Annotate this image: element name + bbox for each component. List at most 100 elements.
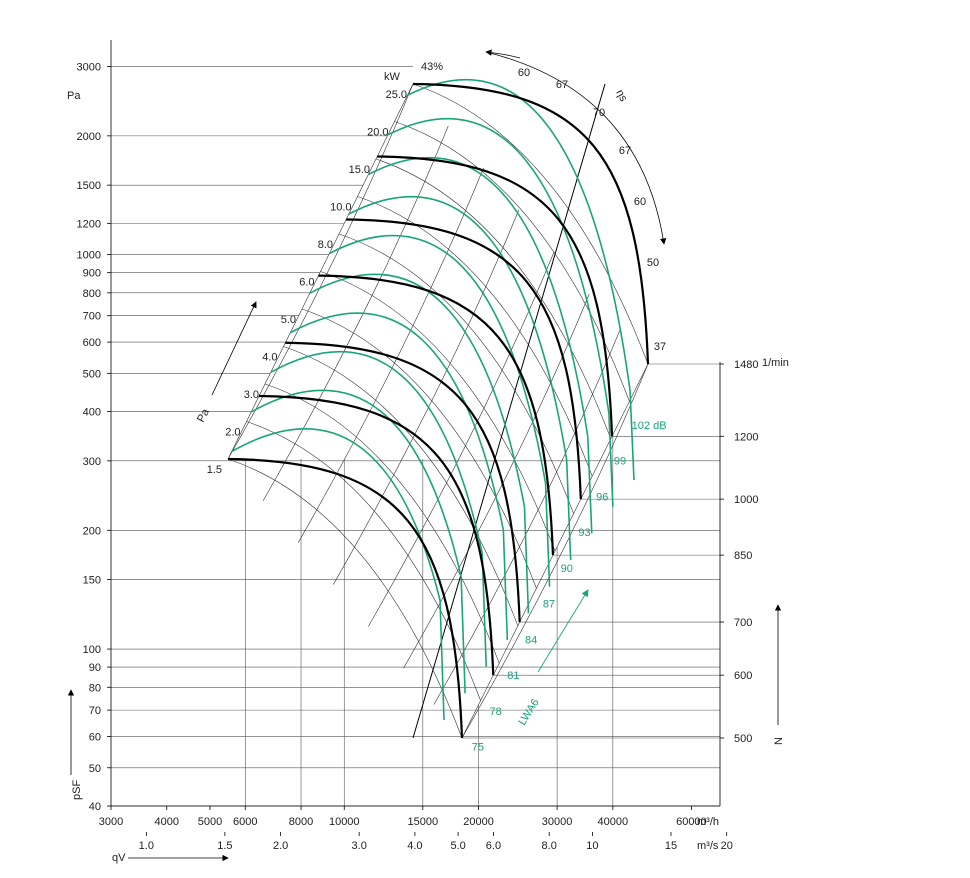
x-tick-label-m3s: 1.5 xyxy=(217,840,232,852)
y-tick-label: 500 xyxy=(83,368,101,380)
sound-label: 96 xyxy=(596,491,608,503)
efficiency-label: 67 xyxy=(556,79,568,91)
power-label: 2.0 xyxy=(225,427,240,439)
power-label: 15.0 xyxy=(349,164,370,176)
sound-label: 102 dB xyxy=(632,420,667,432)
power-label: 8.0 xyxy=(318,239,333,251)
x-tick-label-m3h: 6000 xyxy=(233,816,257,828)
x-tick-label-m3h: 10000 xyxy=(329,816,360,828)
power-label: 25.0 xyxy=(386,89,407,101)
y-tick-label: 60 xyxy=(89,732,101,744)
x-unit-top-label: m³/h xyxy=(697,816,719,828)
sound-curve xyxy=(387,118,610,414)
efficiency-symbol: ηs xyxy=(613,88,629,104)
efficiency-label: 67 xyxy=(619,145,631,157)
x-tick-label-m3s: 4.0 xyxy=(407,840,422,852)
x-tick-label-m3h: 3000 xyxy=(99,816,123,828)
efficiency-line xyxy=(297,167,484,543)
sound-curve-drop xyxy=(460,576,466,694)
sound-curve xyxy=(250,389,462,577)
x-symbol-label: qV xyxy=(112,852,126,864)
x-tick-label-m3h: 30000 xyxy=(542,816,573,828)
power-label: 6.0 xyxy=(299,277,314,289)
efficiency-line xyxy=(262,125,449,501)
power-label: 5.0 xyxy=(281,314,296,326)
sound-label: 84 xyxy=(525,634,537,646)
speed-unit-label: 1/min xyxy=(762,357,789,369)
x-tick-label-m3h: 4000 xyxy=(154,816,178,828)
sound-curve-drop xyxy=(523,506,530,614)
power-line xyxy=(412,83,649,365)
y-tick-label: 2000 xyxy=(77,131,101,143)
x-tick-label-m3h: 20000 xyxy=(463,816,494,828)
power-symbol-text: Pa xyxy=(195,406,212,424)
sound-label: 75 xyxy=(472,742,484,754)
speed-tick-label: 600 xyxy=(734,670,752,682)
sound-curve-drop xyxy=(502,529,509,641)
y-tick-label: 1000 xyxy=(77,250,101,262)
sound-curve xyxy=(368,156,589,437)
x-unit-bottom-label: m³/s xyxy=(697,840,719,852)
power-line xyxy=(338,233,574,514)
y-tick-label: 150 xyxy=(83,575,101,587)
efficiency-label: 70 xyxy=(593,107,605,119)
sound-label: 81 xyxy=(507,670,519,682)
speed-curve xyxy=(346,218,582,500)
sound-curve xyxy=(348,196,568,461)
y-tick-label: 800 xyxy=(83,288,101,300)
x-tick-label-m3h: 8000 xyxy=(289,816,313,828)
power-line xyxy=(394,121,630,402)
x-tick-label-m3h: 5000 xyxy=(198,816,222,828)
speed-curve xyxy=(227,457,464,739)
efficiency-and-power-lines xyxy=(227,83,649,739)
x-tick-label-m3s: 1.0 xyxy=(139,840,154,852)
speed-axis-title: N xyxy=(773,737,785,745)
y-tick-label: 50 xyxy=(89,763,101,775)
x-tick-label-m3h: 15000 xyxy=(408,816,439,828)
power-line xyxy=(246,421,481,701)
sound-symbol-text: LWA6 xyxy=(516,697,541,728)
speed-tick-label: 700 xyxy=(734,617,752,629)
y-tick-label: 70 xyxy=(89,705,101,717)
power-axis-arrow xyxy=(211,301,257,396)
power-line xyxy=(227,458,463,739)
speed-tick-label: 850 xyxy=(734,550,752,562)
sound-curve-drop xyxy=(608,413,614,507)
y-tick-label: 900 xyxy=(83,268,101,280)
efficiency-arrow-tail xyxy=(485,49,521,59)
speed-symbol-text: N xyxy=(773,737,785,745)
x-tick-label-m3s: 3.0 xyxy=(352,840,367,852)
y-tick-label: 90 xyxy=(89,662,101,674)
power-label: 4.0 xyxy=(262,352,277,364)
efficiency-label: 60 xyxy=(518,67,530,79)
y-tick-label: 1500 xyxy=(77,180,101,192)
power-label: 10.0 xyxy=(330,202,351,214)
y-tick-label: 40 xyxy=(89,801,101,813)
sound-curve-drop xyxy=(439,599,445,721)
y-tick-label: 80 xyxy=(89,682,101,694)
sound-curve xyxy=(407,78,631,391)
sound-curve-drop xyxy=(565,459,572,561)
sound-power-curves xyxy=(231,78,635,721)
power-unit-label: kW xyxy=(384,71,401,83)
x-tick-label-m3h: 60000 xyxy=(676,816,707,828)
efficiency-symbol-text: ηs xyxy=(613,88,629,104)
sound-curve xyxy=(231,428,441,601)
sound-curve xyxy=(270,350,484,554)
sound-curve xyxy=(328,234,547,484)
efficiency-label: 50 xyxy=(647,257,659,269)
sound-label: 90 xyxy=(561,563,573,575)
speed-curve xyxy=(285,341,521,623)
power-line xyxy=(283,346,519,626)
x-tick-label-m3s: 10 xyxy=(586,840,598,852)
x-tick-label-m3s: 2.0 xyxy=(273,840,288,852)
sound-axis-arrow xyxy=(537,589,589,673)
speed-curve xyxy=(259,394,495,676)
sound-label: 99 xyxy=(614,456,626,468)
speed-tick-label: 1000 xyxy=(734,494,758,506)
efficiency-label: 37 xyxy=(654,341,666,353)
efficiency-label: 43% xyxy=(421,61,443,73)
x-tick-label-m3s: 15 xyxy=(665,840,677,852)
power-label: 20.0 xyxy=(367,127,388,139)
speed-curve xyxy=(412,82,650,365)
